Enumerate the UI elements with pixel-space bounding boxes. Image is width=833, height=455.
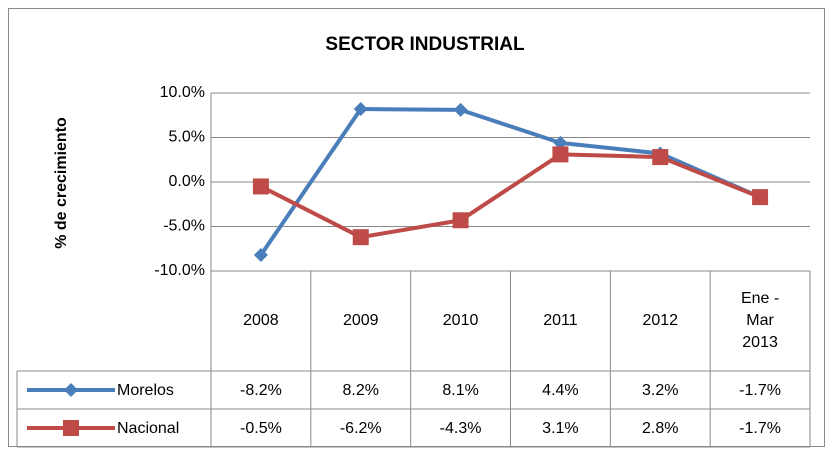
x-tick-label-box: Ene - Mar 2013 (740, 290, 780, 351)
legend-label: Morelos (117, 382, 174, 399)
data-table-value: -1.7% (739, 382, 781, 399)
data-table-value: -4.3% (440, 420, 482, 437)
data-table-value: -6.2% (340, 420, 382, 437)
point (453, 102, 468, 117)
x-tick-label: 2010 (442, 312, 479, 329)
legend-label: Nacional (117, 420, 179, 437)
point (352, 229, 369, 246)
point (452, 212, 469, 229)
data-table-value: -0.5% (240, 420, 282, 437)
data-table-value: 8.2% (343, 382, 379, 399)
x-tick-label-box: 2011 (543, 312, 578, 329)
y-tick-label: 0.0% (169, 173, 205, 190)
x-tick-label-box: 2012 (642, 312, 679, 329)
data-table-value: 2.8% (642, 420, 678, 437)
point (252, 178, 269, 195)
y-tick-label: -10.0% (154, 262, 205, 279)
x-tick-label: 2011 (543, 312, 578, 329)
x-tick-label-box: 2010 (442, 312, 479, 329)
y-axis-label: % de crecimiento (53, 117, 70, 249)
point (552, 146, 569, 163)
x-tick-label-box: 2009 (342, 312, 379, 329)
x-tick-label: 2009 (342, 312, 379, 329)
chart-title: SECTOR INDUSTRIAL (325, 34, 525, 55)
data-table-value: 8.1% (442, 382, 478, 399)
point (553, 135, 568, 150)
data-table-value: 3.2% (642, 382, 678, 399)
point (353, 102, 368, 117)
data-table-value: 3.1% (542, 420, 578, 437)
line (260, 152, 761, 240)
data-table-value: -1.7% (739, 420, 781, 437)
point (253, 247, 268, 262)
legend-marker (64, 383, 78, 397)
x-tick-label: Ene - Mar 2013 (740, 290, 780, 351)
x-tick-label: 2012 (642, 312, 679, 329)
data-table-value: -8.2% (240, 382, 282, 399)
point (652, 149, 669, 166)
data-table-value: 4.4% (542, 382, 578, 399)
line (259, 107, 761, 257)
x-tick-label-box: 2008 (243, 312, 279, 329)
x-tick-label: 2008 (243, 312, 279, 329)
point (752, 189, 769, 206)
y-tick-label: 5.0% (169, 129, 205, 146)
y-tick-label: -5.0% (163, 218, 205, 235)
y-tick-label: 10.0% (160, 84, 205, 101)
legend-marker (63, 420, 79, 436)
